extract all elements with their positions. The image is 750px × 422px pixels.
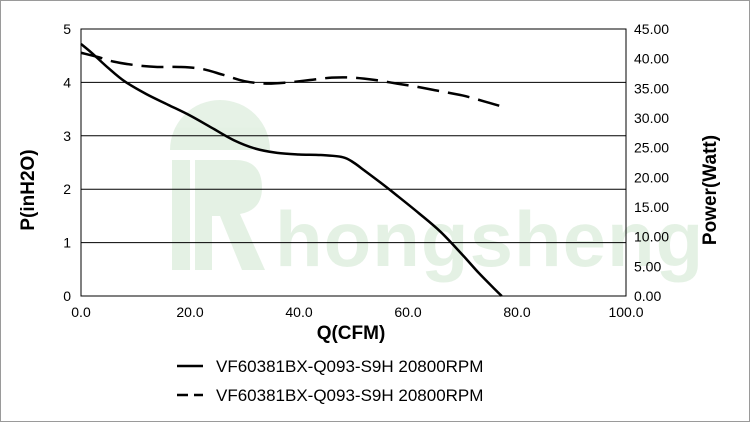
y2-tick-label: 40.00 — [634, 51, 669, 67]
legend: VF60381BX-Q093-S9H 20800RPM VF60381BX-Q0… — [177, 357, 483, 405]
power-curve-dashed — [80, 51, 501, 108]
y-axis-title: P(inH2O) — [18, 149, 39, 230]
y2-tick-label: 0.00 — [634, 288, 661, 304]
right-axis-ticks: 0.00 5.00 10.00 15.00 20.00 25.00 30.00 35.00 40… — [634, 21, 669, 304]
x-axis-title: Q(CFM) — [317, 323, 386, 344]
y2-tick-label: 25.00 — [634, 140, 669, 156]
x-tick-label: 80.0 — [503, 304, 530, 320]
hongsheng-watermark-logo: hongsheng — [170, 100, 704, 283]
legend-label-dashed: VF60381BX-Q093-S9H 20800RPM — [216, 386, 483, 405]
y2-tick-label: 30.00 — [634, 110, 669, 126]
y2-tick-label: 5.00 — [634, 258, 661, 274]
y-tick-label: 5 — [63, 21, 71, 37]
y-tick-label: 4 — [63, 74, 71, 90]
y2-tick-label: 10.00 — [634, 229, 669, 245]
plot-area — [80, 28, 627, 297]
y2-axis-title: Power(Watt) — [700, 135, 721, 245]
left-axis-ticks: 0 1 2 3 4 5 — [63, 21, 71, 304]
svg-text:hongsheng: hongsheng — [275, 195, 704, 283]
pressure-curve-solid — [80, 42, 503, 297]
x-tick-label: 40.0 — [285, 304, 312, 320]
x-tick-label: 100.0 — [608, 304, 643, 320]
y2-tick-label: 15.00 — [634, 199, 669, 215]
x-tick-label: 60.0 — [394, 304, 421, 320]
y2-tick-label: 45.00 — [634, 21, 669, 37]
series-layer — [80, 42, 503, 297]
y2-tick-label: 20.00 — [634, 169, 669, 185]
y-tick-label: 2 — [63, 181, 71, 197]
y-tick-label: 0 — [63, 288, 71, 304]
legend-label-solid: VF60381BX-Q093-S9H 20800RPM — [216, 357, 483, 376]
x-tick-label: 0.0 — [71, 304, 91, 320]
gridlines — [81, 81, 626, 244]
y2-tick-label: 35.00 — [634, 80, 669, 96]
x-axis-ticks: 0.0 20.0 40.0 60.0 80.0 100.0 — [71, 304, 643, 320]
y-tick-label: 3 — [63, 128, 71, 144]
y-tick-label: 1 — [63, 235, 71, 251]
x-tick-label: 20.0 — [176, 304, 203, 320]
